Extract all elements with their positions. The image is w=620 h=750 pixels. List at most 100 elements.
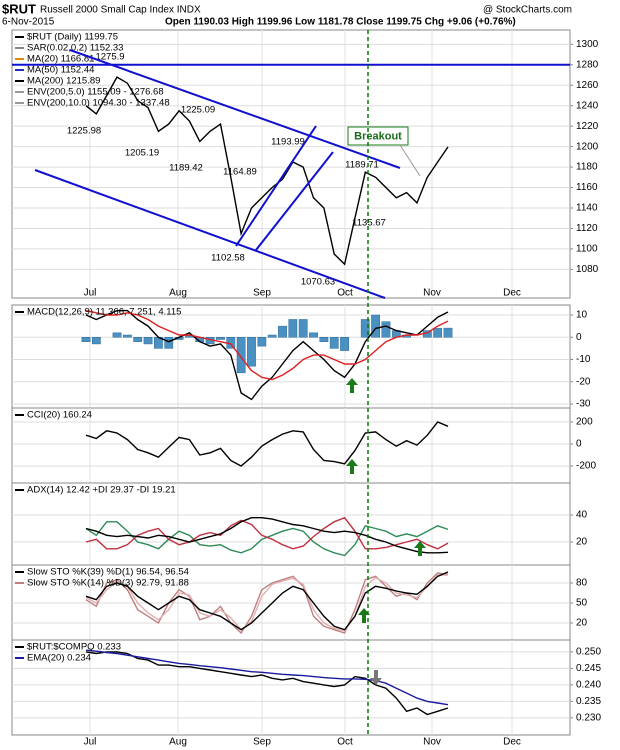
x-tick-label: Aug [169,288,187,299]
arrow-up [346,378,358,393]
y-tick-label: 1100 [576,244,598,255]
histogram-bar [91,337,101,345]
y-tick-label: 0.245 [576,663,601,674]
histogram-bar [319,337,329,342]
histogram-bar [329,337,339,349]
y-tick-label: 80 [576,578,588,589]
symbol: $RUT [2,1,36,16]
legend-label: MA(200) 1215.89 [27,76,100,87]
price-annotation: 1193.99 [271,137,305,148]
histogram-bar [236,337,246,374]
date: 6-Nov-2015 [2,17,55,28]
y-tick-label: 1080 [576,264,599,275]
y-tick-label: 1140 [576,203,598,214]
legend-label: MA(20) 1166.81 [27,54,94,65]
y-tick-label: 1220 [576,121,599,132]
price-annotation: 1275.9 [95,52,124,63]
y-tick-label: 1120 [576,223,598,234]
histogram-bar [278,325,287,338]
y-tick-label: 10 [576,310,588,321]
x-tick-label: Oct [337,737,353,748]
series-line [85,571,449,631]
histogram-bar [112,332,122,338]
histogram-bar [247,337,256,367]
x-tick-label: Nov [423,288,441,299]
series-line [85,309,449,401]
y-tick-label: 1200 [576,141,599,152]
y-tick-label: 1300 [576,39,599,50]
trendline [235,125,317,247]
histogram-bar [381,321,391,338]
y-tick-label: 20 [576,618,588,629]
series-line [85,649,449,706]
y-tick-label: 1280 [576,59,599,70]
x-tick-label: Aug [169,737,187,748]
y-tick-label: -10 [576,354,591,365]
series-line [85,651,449,716]
legend-label: EMA(20) 0.234 [27,653,91,664]
series-line [85,574,449,632]
x-tick-label: Nov [423,737,441,748]
trendline [255,151,334,251]
histogram-bar [433,328,443,338]
y-tick-label: 1160 [576,182,598,193]
price-annotation: 1102.58 [211,253,245,264]
y-tick-label: 1240 [576,100,599,111]
series-line [85,76,449,266]
price-annotation: 1205.19 [125,148,159,159]
callout-box [347,126,409,146]
trendline [69,49,401,169]
histogram-bar [267,334,277,338]
series-line [85,572,449,635]
legend-label: SAR(0.02,0.2) 1152.33 [27,43,123,54]
arrow-up [358,608,370,623]
legend-label: Slow STO %K(39) %D(1) 96.54, 96.54 [27,567,189,578]
overlay [34,30,426,735]
histogram-bar [371,314,380,338]
callout-text: Breakout [354,130,402,142]
histogram-bar [309,332,318,338]
price-annotation: 1225.09 [181,105,215,116]
legend-label: Slow STO %K(14) %D(3) 92.79, 91.88 [27,578,189,589]
price-annotation: 1164.89 [223,167,257,178]
histogram-bar [257,337,267,347]
y-tick-label: 40 [576,510,588,521]
y-tick-label: 0 [576,439,582,450]
legend-label: ENV(200,10.0) 1094.30 - 1337.48 [27,98,170,109]
y-tick-label: 0.230 [576,712,601,723]
legend-label: $RUT:$COMPQ 0.233 [27,642,121,653]
legend-label: MA(50) 1152.44 [27,65,94,76]
arrow-up [346,459,358,474]
quote: Open 1190.03 High 1199.96 Low 1181.78 Cl… [165,17,516,28]
series-line [85,309,449,381]
source: @ StockCharts.com [483,5,572,16]
series-line [85,516,449,550]
histogram-bar [164,337,174,349]
histogram-bar [81,337,91,342]
series-line [85,517,449,554]
x-tick-label: Sep [253,288,271,299]
x-tick-label: Sep [253,737,271,748]
y-tick-label: -20 [576,376,591,387]
y-tick-label: 0.240 [576,680,601,691]
arrow-up [414,541,426,556]
legend-label: $RUT (Daily) 1199.75 [27,32,118,43]
histogram-bar [122,334,132,338]
callout-pointer [399,144,421,177]
panels: 1080110011201140116011801200122012401260… [11,29,601,748]
y-tick-label: -200 [576,461,596,472]
legend-label: MACD(12,26,9) 11.366, 7.251, 4.115 [27,307,181,318]
histogram-bar [340,337,349,351]
histogram-bar [143,337,153,345]
histogram-bar [298,319,308,338]
instrument-name: Russell 2000 Small Cap Index INDX [40,5,201,16]
y-tick-label: -30 [576,399,591,410]
y-tick-label: 1180 [576,162,598,173]
y-tick-label: 0 [576,332,582,343]
series-line [85,421,449,467]
histogram-bar [360,319,370,338]
trendline [34,169,386,299]
legend-label: CCI(20) 160.24 [27,410,92,421]
y-tick-label: 0.235 [576,696,601,707]
